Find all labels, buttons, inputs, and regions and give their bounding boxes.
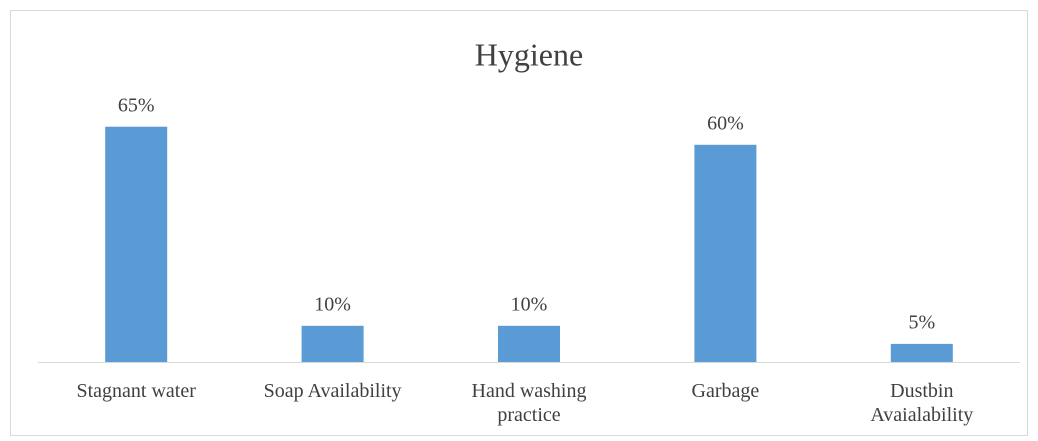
- bar: [301, 325, 364, 362]
- data-label: 65%: [118, 94, 155, 116]
- data-label: 10%: [511, 293, 548, 315]
- bar: [694, 144, 757, 362]
- bar: [105, 126, 168, 362]
- chart-border: [10, 10, 1028, 436]
- chart-title: Hygiene: [475, 36, 583, 72]
- x-tick-label: Dustbin Avaialability: [870, 380, 974, 426]
- data-label: 5%: [908, 311, 935, 333]
- x-tick-label: Garbage: [691, 380, 760, 402]
- bar: [890, 343, 953, 362]
- x-tick-label: Stagnant water: [76, 380, 196, 402]
- data-label: 10%: [314, 293, 351, 315]
- data-label: 60%: [707, 112, 744, 134]
- x-tick-label: Hand washing practice: [471, 380, 587, 426]
- x-tick-label: Soap Availability: [263, 380, 402, 402]
- bar: [498, 325, 560, 362]
